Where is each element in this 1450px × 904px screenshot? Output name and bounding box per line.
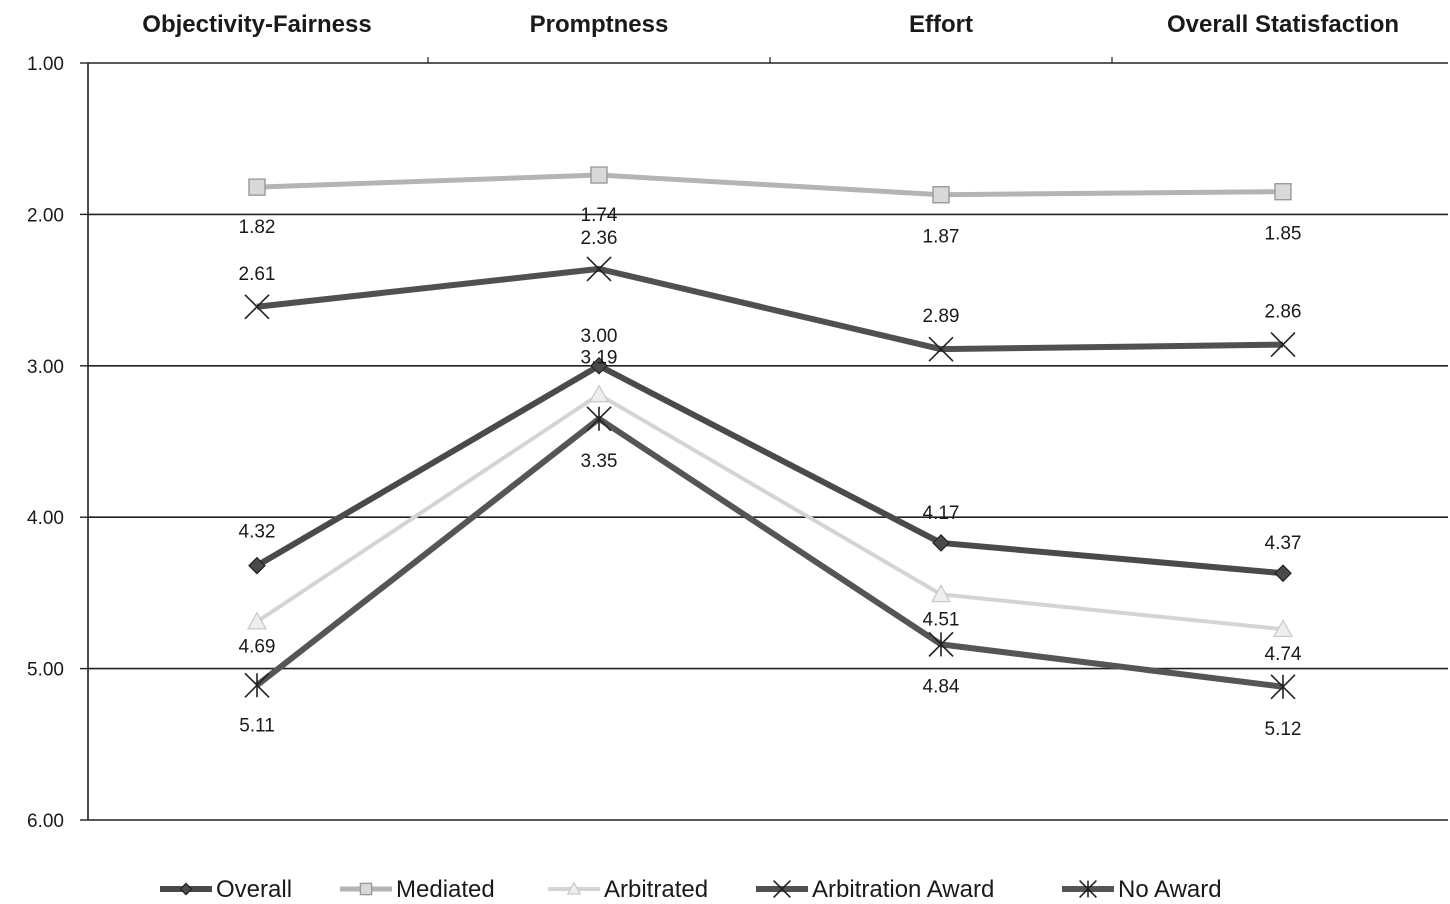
y-axis: 1.00 2.00 3.00 4.00 5.00 6.00: [27, 54, 1113, 832]
gridlines: [88, 62, 1448, 821]
data-point: [566, 881, 582, 895]
data-label: 4.37: [1265, 533, 1302, 554]
data-point: [928, 336, 954, 362]
data-labels: 4.32 3.00 4.17 4.37 1.82 1.74 1.87 1.85 4.69 3.19…: [239, 205, 1302, 740]
legend-item: Arbitrated: [548, 876, 708, 903]
data-label: 1.85: [1265, 224, 1302, 245]
legend-item: Overall: [160, 876, 292, 903]
data-point: [248, 178, 266, 196]
data-point: [586, 406, 612, 432]
y-tick-label: 2.00: [27, 205, 64, 226]
data-label: 4.69: [239, 637, 276, 658]
series-line: [256, 172, 1284, 198]
data-label: 3.35: [581, 451, 618, 472]
legend-item: Mediated: [340, 876, 495, 903]
data-label: 4.51: [923, 609, 960, 630]
category-label: Effort: [909, 11, 973, 38]
data-point: [1079, 880, 1097, 898]
data-label: 4.17: [923, 503, 960, 524]
data-point: [932, 186, 950, 204]
data-label: 5.12: [1265, 719, 1302, 740]
data-point: [246, 611, 268, 630]
legend-label: Arbitrated: [604, 876, 708, 903]
data-label: 4.84: [923, 676, 960, 697]
data-label: 2.89: [923, 306, 960, 327]
y-tick-label: 5.00: [27, 660, 64, 681]
y-tick-label: 3.00: [27, 357, 64, 378]
category-label: Promptness: [530, 11, 669, 38]
legend-item: Arbitration Award: [756, 876, 994, 903]
data-label: 2.86: [1265, 302, 1302, 323]
legend: Overall Mediated Arbitrated Arbitration Awa…: [160, 876, 1222, 903]
data-point: [1270, 674, 1296, 700]
category-label: Objectivity-Fairness: [142, 11, 371, 38]
y-tick-label: 1.00: [27, 54, 64, 75]
data-label: 5.11: [239, 715, 275, 736]
series-mediated: [248, 166, 1292, 204]
category-labels: Objectivity-Fairness Promptness Effort Over…: [142, 11, 1399, 38]
data-label: 1.87: [923, 227, 960, 248]
data-point: [1274, 564, 1292, 583]
data-label: 3.19: [581, 348, 618, 369]
data-point: [244, 672, 270, 698]
legend-label: Arbitration Award: [812, 876, 994, 903]
data-point: [1270, 332, 1296, 358]
data-label: 3.00: [581, 326, 618, 347]
y-tick-label: 6.00: [27, 811, 64, 832]
data-point: [773, 880, 791, 898]
data-point: [588, 384, 610, 403]
data-point: [932, 534, 950, 552]
y-tick-label: 4.00: [27, 508, 64, 529]
data-label: 1.82: [239, 217, 276, 238]
data-point: [1274, 182, 1292, 201]
data-point: [179, 882, 193, 896]
series-line: [255, 415, 1284, 690]
legend-label: Mediated: [396, 876, 495, 903]
series-line: [255, 392, 1284, 632]
data-label: 1.74: [581, 205, 618, 226]
data-label: 2.36: [581, 228, 618, 249]
data-point: [590, 356, 608, 375]
data-point: [590, 166, 608, 184]
data-point: [930, 584, 952, 603]
series-overall: [248, 356, 1292, 583]
category-label: Overall Statisfaction: [1167, 11, 1399, 38]
series-no-award: [244, 406, 1296, 700]
data-label: 2.61: [239, 264, 276, 285]
series-lines: [244, 166, 1296, 700]
series-line: [256, 265, 1284, 353]
legend-item: No Award: [1062, 876, 1222, 903]
data-point: [359, 882, 373, 896]
data-point: [586, 256, 612, 282]
data-point: [244, 294, 270, 320]
data-point: [1272, 619, 1294, 638]
legend-label: Overall: [216, 876, 292, 903]
data-label: 4.32: [239, 522, 276, 543]
data-point: [928, 631, 954, 657]
data-point: [248, 556, 266, 575]
series-arbitrated: [246, 384, 1294, 638]
legend-label: No Award: [1118, 876, 1222, 903]
series-arbitration-award: [244, 256, 1296, 362]
series-line: [255, 362, 1284, 577]
data-label: 4.74: [1265, 644, 1302, 665]
